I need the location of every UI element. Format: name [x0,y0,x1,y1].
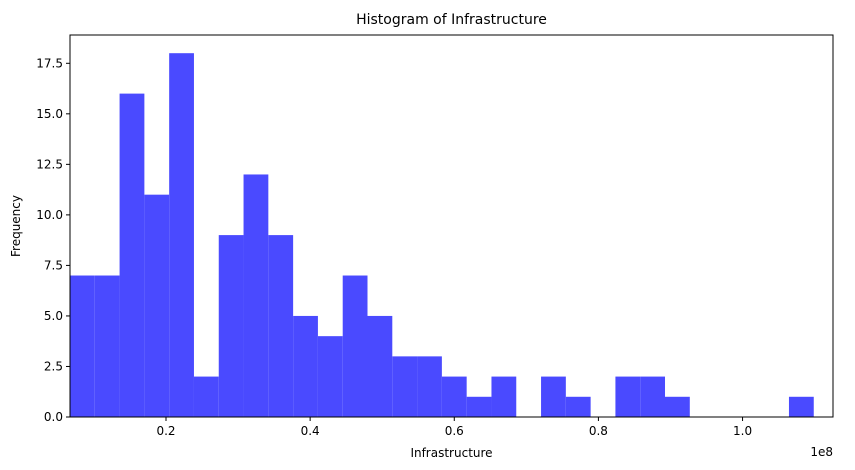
y-tick-label: 17.5 [36,56,63,70]
x-tick-label: 0.6 [445,424,464,438]
histogram-bar [144,194,170,417]
x-tick-label: 1.0 [733,424,752,438]
histogram-bar [119,93,145,417]
histogram-bar [70,275,95,417]
histogram-bar [392,356,418,417]
histogram-bar [417,356,442,417]
histogram-bar [218,235,244,417]
y-tick-label: 7.5 [44,258,63,272]
histogram-bar [243,174,269,417]
y-tick-label: 2.5 [44,359,63,373]
histogram-bar [615,376,641,417]
y-axis-ticks: 0.0 2.5 5.0 7.5 10.0 12.5 15.0 17.5 [36,56,70,424]
chart-title: Histogram of Infrastructure [356,12,547,28]
x-tick-label: 0.4 [301,424,320,438]
histogram-bar [342,275,368,417]
histogram-bar [94,275,120,417]
histogram-bar [293,315,318,417]
histogram-bars [70,53,814,417]
x-axis-label: Infrastructure [410,446,492,460]
plot-area-frame [69,34,834,418]
histogram-bar [466,396,492,417]
y-tick-label: 15.0 [36,107,63,121]
x-tick-label: 0.8 [589,424,608,438]
histogram-bar [268,235,294,417]
histogram-bar [640,376,666,417]
x-tick-label: 0.2 [156,424,175,438]
y-tick-label: 10.0 [36,208,63,222]
y-tick-label: 0.0 [44,410,63,424]
histogram-bar [541,376,566,417]
x-axis-offset-label: 1e8 [810,445,833,459]
histogram-bar [169,53,194,417]
histogram-bar [565,396,591,417]
histogram-bar [441,376,467,417]
histogram-bar [491,376,517,417]
histogram-bar [193,376,219,417]
y-tick-label: 12.5 [36,157,63,171]
y-axis-label: Frequency [9,195,23,257]
histogram-bar [367,315,393,417]
y-tick-label: 5.0 [44,309,63,323]
x-axis-ticks: 0.2 0.4 0.6 0.8 1.0 [156,417,752,438]
histogram-bar [788,396,814,417]
histogram-bar [317,336,343,417]
histogram-bar [665,396,690,417]
